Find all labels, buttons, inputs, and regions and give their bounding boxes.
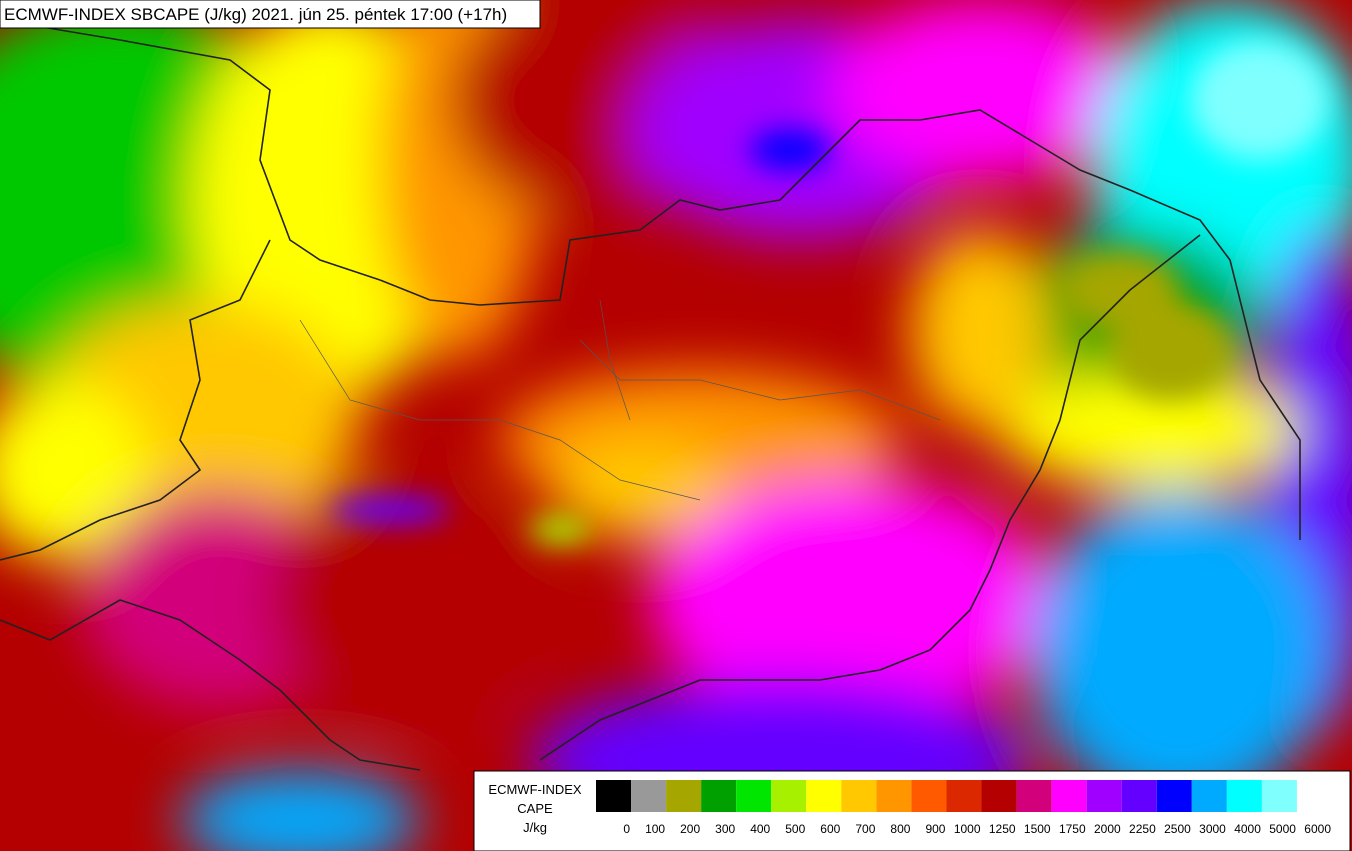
legend-swatch xyxy=(911,780,947,812)
legend-swatch xyxy=(666,780,702,812)
borders xyxy=(0,19,1301,771)
legend-tick-label: 0 xyxy=(623,822,630,836)
legend-swatch xyxy=(596,780,632,812)
legend-swatch xyxy=(631,780,667,812)
legend-swatch xyxy=(806,780,842,812)
legend-tick-label: 300 xyxy=(715,822,735,836)
legend-swatch xyxy=(736,780,772,812)
county-lines xyxy=(299,299,941,501)
legend-swatch xyxy=(1296,780,1332,812)
legend-tick-label: 2250 xyxy=(1129,822,1156,836)
legend-swatch xyxy=(1156,780,1192,812)
legend-swatch xyxy=(1191,780,1227,812)
legend-swatch xyxy=(1086,780,1122,812)
legend-swatch xyxy=(876,780,912,812)
legend-swatch xyxy=(1051,780,1087,812)
legend-tick-label: 500 xyxy=(785,822,805,836)
legend-tick-label: 2000 xyxy=(1094,822,1121,836)
legend-tick-label: 3000 xyxy=(1199,822,1226,836)
legend-tick-label: 1750 xyxy=(1059,822,1086,836)
legend-swatch xyxy=(946,780,982,812)
legend-tick-label: 100 xyxy=(645,822,665,836)
legend-swatch xyxy=(701,780,737,812)
legend-title: CAPE xyxy=(517,801,553,816)
legend-tick-label: 700 xyxy=(855,822,875,836)
legend-swatch xyxy=(1261,780,1297,812)
title: ECMWF-INDEX SBCAPE (J/kg) 2021. jún 25. … xyxy=(4,5,507,24)
legend-tick-label: 6000 xyxy=(1304,822,1331,836)
legend-swatch xyxy=(1016,780,1052,812)
legend-swatch xyxy=(1121,780,1157,812)
legend-swatch xyxy=(981,780,1017,812)
legend-swatch xyxy=(841,780,877,812)
legend: ECMWF-INDEX CAPE J/kg 0 100 200 300 400 500 600 70… xyxy=(488,780,1332,836)
legend-swatch xyxy=(1226,780,1262,812)
cape-detail xyxy=(330,40,1330,544)
legend-tick-label: 400 xyxy=(750,822,770,836)
legend-title: ECMWF-INDEX xyxy=(488,782,581,797)
legend-tick-label: 1500 xyxy=(1024,822,1051,836)
legend-title: J/kg xyxy=(523,820,547,835)
legend-tick-label: 1000 xyxy=(954,822,981,836)
legend-tick-label: 800 xyxy=(890,822,910,836)
legend-tick-label: 200 xyxy=(680,822,700,836)
legend-tick-label: 2500 xyxy=(1164,822,1191,836)
legend-tick-label: 600 xyxy=(820,822,840,836)
legend-tick-label: 5000 xyxy=(1269,822,1296,836)
legend-tick-label: 900 xyxy=(925,822,945,836)
legend-tick-label: 1250 xyxy=(989,822,1016,836)
title-box xyxy=(0,0,541,29)
legend-tick-label: 4000 xyxy=(1234,822,1261,836)
legend-swatch xyxy=(771,780,807,812)
